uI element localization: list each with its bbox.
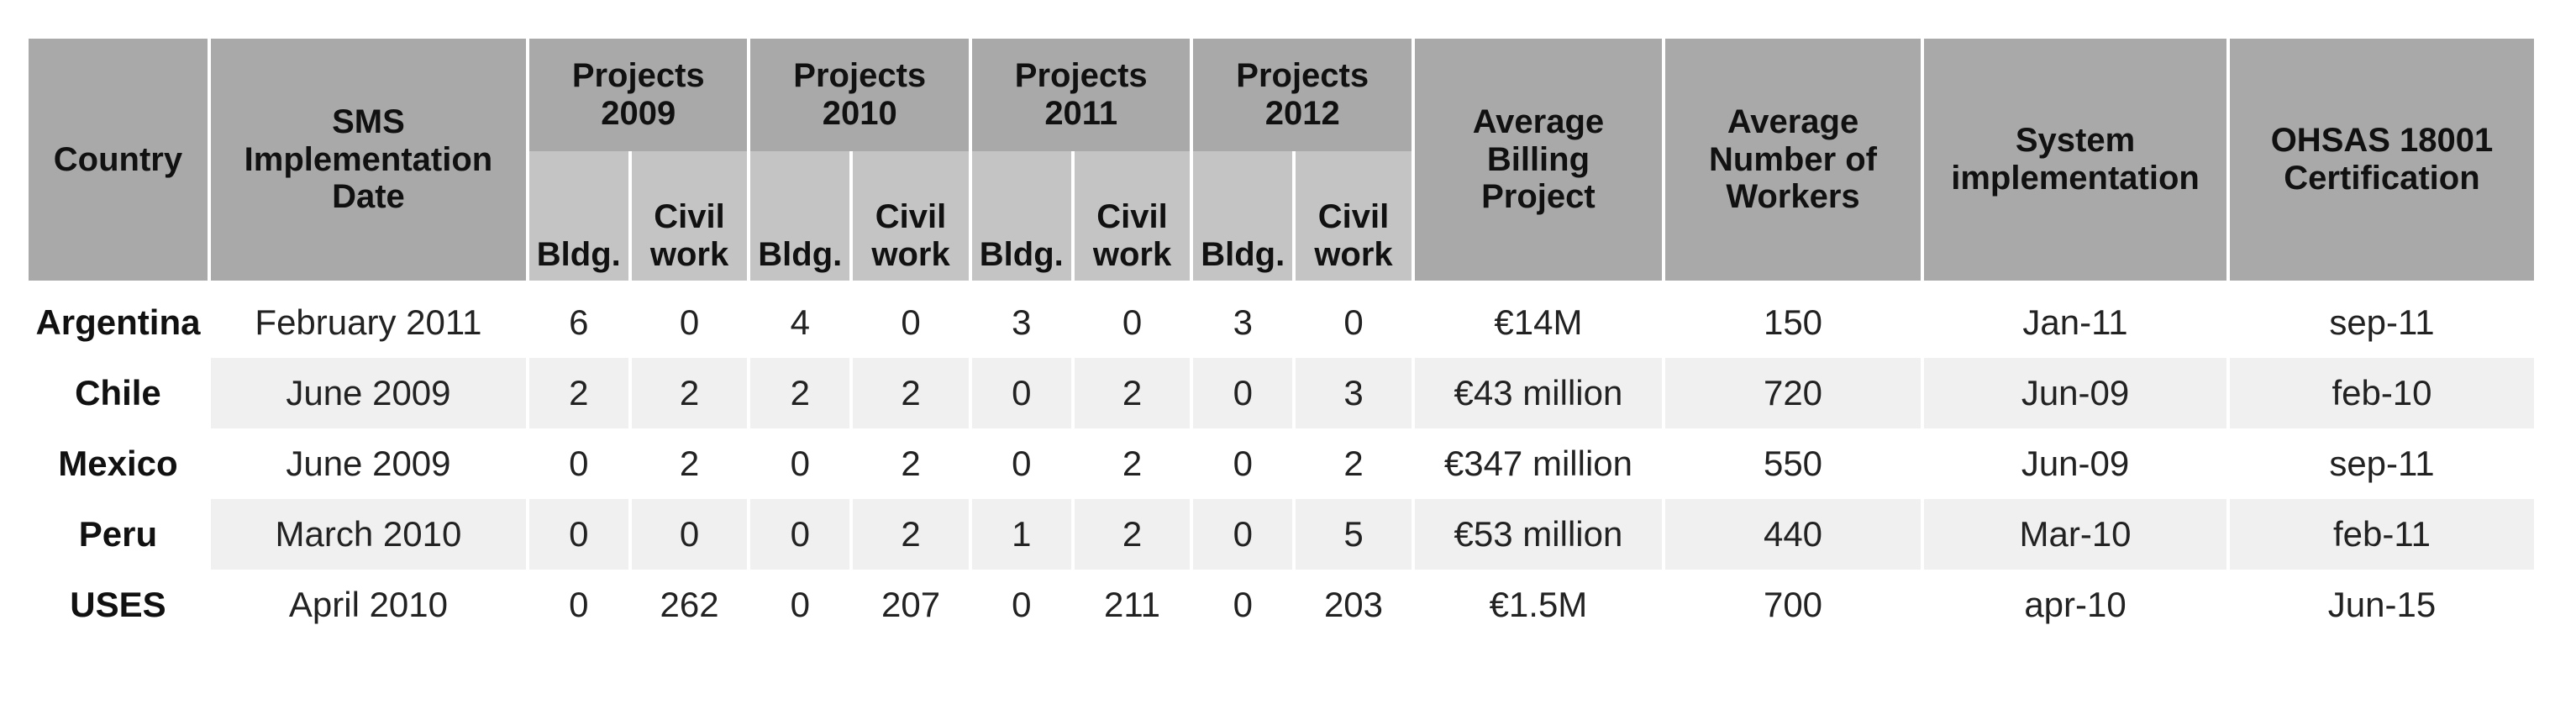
cell-system-implementation: Jun-09 [2021,444,2130,483]
cell-average-workers: 720 [1664,358,1921,428]
cell-civil-2011: 0 [1122,302,1143,342]
cell-average-billing: €1.5M [1489,585,1588,624]
cell-country: Chile [29,358,208,428]
cell-bldg-2012: 0 [1193,499,1293,570]
header-row-sub: Bldg. Civil work Bldg. Civil work Bldg. Ci… [29,151,2534,281]
cell-bldg-2011: 0 [1012,444,1032,483]
cell-bldg-2011: 0 [971,358,1071,428]
cell-country: Argentina [29,287,208,358]
header-civil-2012: Civil work [1296,151,1412,281]
table-row: Mexico June 2009 0 2 0 2 0 2 0 2 €347 mi… [29,428,2534,499]
cell-average-workers: 550 [1763,444,1823,483]
cell-bldg-2009: 2 [529,358,628,428]
cell-civil-2012: 5 [1296,499,1412,570]
cell-civil-2011: 211 [1104,585,1160,624]
cell-sms-date: June 2009 [210,358,526,428]
cell-ohsas-certification: feb-10 [2229,358,2534,428]
cell-civil-2010: 2 [853,358,969,428]
cell-civil-2009: 262 [660,585,719,624]
cell-civil-2012: 3 [1296,358,1412,428]
cell-average-workers: 150 [1763,302,1823,342]
cell-country: Mexico [29,428,208,499]
header-projects-2010: Projects 2010 [750,39,969,151]
header-ohsas-certification: OHSAS 18001 Certification [2229,39,2534,281]
cell-bldg-2012: 3 [1233,302,1253,342]
cell-civil-2011: 2 [1074,358,1191,428]
table-row: Chile June 2009 2 2 2 2 0 2 0 3 €43 mill… [29,358,2534,428]
cell-bldg-2009: 0 [529,499,628,570]
header-civil-2011: Civil work [1074,151,1191,281]
header-bldg-2012: Bldg. [1193,151,1293,281]
header-projects-2012: Projects 2012 [1193,39,1412,151]
cell-country: USES [29,570,208,640]
header-projects-2011: Projects 2011 [971,39,1191,151]
cell-civil-2010: 0 [901,302,921,342]
cell-average-billing: €43 million [1414,358,1662,428]
cell-civil-2012: 203 [1323,585,1384,624]
cell-civil-2009: 2 [631,358,748,428]
projects-table-container: Country SMS Implementation Date Projects… [25,39,2537,640]
cell-civil-2009: 2 [679,444,700,483]
header-average-workers: Average Number of Workers [1664,39,1921,281]
cell-bldg-2010: 0 [750,499,850,570]
cell-civil-2011: 2 [1122,444,1143,483]
table-row: Argentina February 2011 6 0 4 0 3 0 3 0 … [29,287,2534,358]
cell-system-implementation: apr-10 [2024,585,2127,624]
cell-civil-2011: 2 [1074,499,1191,570]
cell-average-billing: €347 million [1443,444,1632,483]
cell-ohsas-certification: sep-11 [2329,444,2435,483]
cell-bldg-2012: 0 [1193,358,1293,428]
cell-bldg-2010: 4 [790,302,810,342]
cell-average-billing: €53 million [1414,499,1662,570]
cell-bldg-2010: 0 [790,444,810,483]
header-average-billing: Average Billing Project [1414,39,1662,281]
cell-bldg-2010: 0 [790,585,810,624]
cell-bldg-2011: 3 [1012,302,1032,342]
cell-bldg-2009: 0 [569,585,589,624]
header-sms-date: SMS Implementation Date [210,39,526,281]
cell-civil-2010: 2 [853,499,969,570]
projects-table: Country SMS Implementation Date Projects… [25,39,2537,640]
cell-bldg-2009: 6 [569,302,589,342]
cell-bldg-2011: 0 [1012,585,1032,624]
header-bldg-2010: Bldg. [750,151,850,281]
cell-civil-2012: 2 [1343,444,1364,483]
header-projects-2009: Projects 2009 [529,39,748,151]
cell-civil-2009: 0 [679,302,700,342]
cell-bldg-2009: 0 [569,444,589,483]
header-system-implementation: System implementation [1924,39,2226,281]
header-country: Country [29,39,208,281]
cell-bldg-2012: 0 [1233,444,1253,483]
table-body: Argentina February 2011 6 0 4 0 3 0 3 0 … [29,281,2534,640]
cell-bldg-2010: 2 [750,358,850,428]
table-row: Peru March 2010 0 0 0 2 1 2 0 5 €53 mill… [29,499,2534,570]
cell-ohsas-certification: feb-11 [2229,499,2534,570]
cell-civil-2012: 0 [1343,302,1364,342]
cell-ohsas-certification: sep-11 [2329,302,2435,342]
cell-sms-date: March 2010 [210,499,526,570]
cell-civil-2009: 0 [631,499,748,570]
cell-sms-date: February 2011 [255,302,482,342]
header-row-top: Country SMS Implementation Date Projects… [29,39,2534,281]
cell-bldg-2012: 0 [1233,585,1253,624]
header-civil-2009: Civil work [631,151,748,281]
cell-system-implementation: Mar-10 [1924,499,2226,570]
header-bldg-2011: Bldg. [971,151,1071,281]
cell-system-implementation: Jan-11 [2022,302,2128,342]
cell-sms-date: April 2010 [288,585,448,624]
cell-country: Peru [29,499,208,570]
cell-average-workers: 440 [1664,499,1921,570]
cell-bldg-2011: 1 [971,499,1071,570]
cell-system-implementation: Jun-09 [1924,358,2226,428]
cell-civil-2010: 207 [881,585,941,624]
table-row: USES April 2010 0 262 0 207 0 211 0 203 … [29,570,2534,640]
cell-civil-2010: 2 [901,444,921,483]
cell-sms-date: June 2009 [286,444,451,483]
cell-ohsas-certification: Jun-15 [2327,585,2437,624]
header-civil-2010: Civil work [853,151,969,281]
cell-average-workers: 700 [1763,585,1823,624]
header-bldg-2009: Bldg. [529,151,628,281]
cell-average-billing: €14M [1494,302,1583,342]
